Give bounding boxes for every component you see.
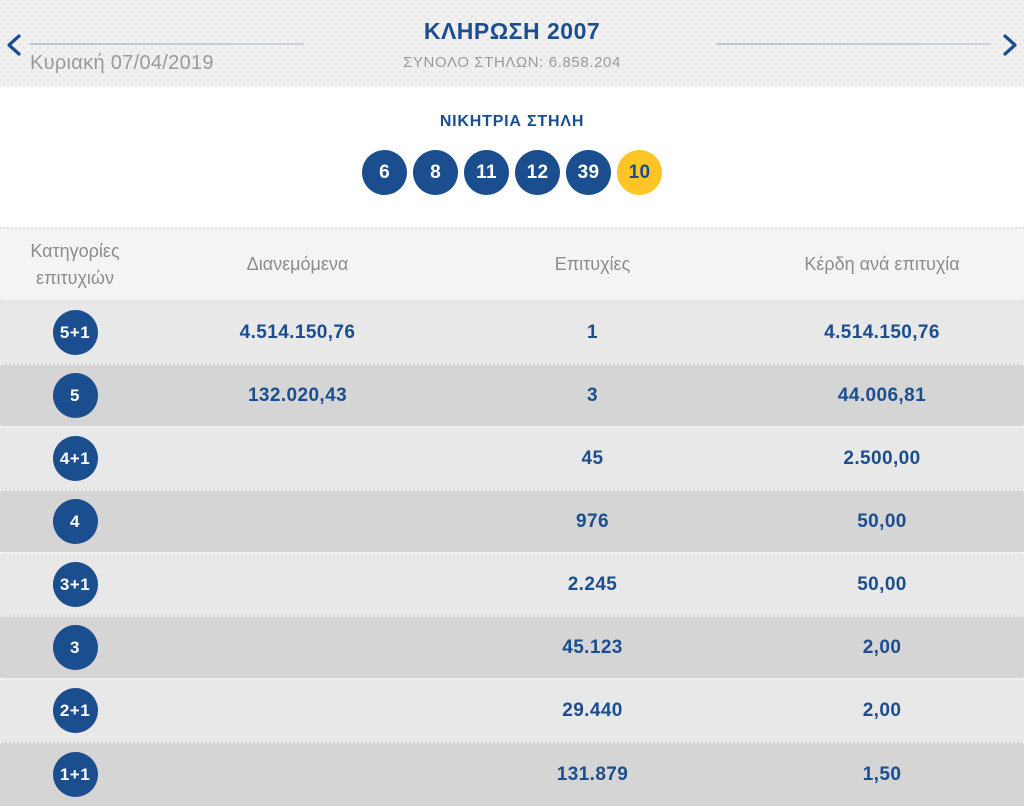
winning-column-title: ΝΙΚΗΤΡΙΑ ΣΤΗΛΗ — [439, 113, 585, 130]
prize-value: 50,00 — [857, 573, 907, 595]
next-draw-button[interactable] — [997, 33, 1023, 61]
prize-table-header: Κατηγορίες επιτυχιών Διανεμόμενα Επιτυχί… — [0, 227, 1024, 300]
distributed-value: 4.514.150,76 — [239, 321, 356, 343]
table-row: 5 132.020,43 3 44.006,81 — [0, 363, 1024, 426]
table-row: 3+1 2.245 50,00 — [0, 552, 1024, 615]
draw-date: Κυριακή 07/04/2019 — [30, 52, 214, 74]
draw-title: ΚΛΗΡΩΣΗ 2007 — [423, 18, 601, 44]
table-row: 3 45.123 2,00 — [0, 615, 1024, 678]
winning-number-ball: 8 — [413, 150, 458, 195]
category-badge: 4+1 — [52, 436, 98, 481]
winners-value: 29.440 — [562, 699, 623, 721]
left-divider-line — [30, 43, 304, 45]
chevron-right-icon — [1002, 33, 1018, 61]
winning-number-ball: 12 — [515, 150, 560, 195]
category-badge: 3 — [52, 625, 98, 670]
table-row: 2+1 29.440 2,00 — [0, 678, 1024, 741]
winners-value: 131.879 — [556, 763, 629, 785]
winners-value: 45.123 — [562, 636, 623, 658]
chevron-left-icon — [6, 33, 22, 61]
column-header-prize: Κέρδη ανά επιτυχία — [804, 254, 960, 275]
column-header-distributed: Διανεμόμενα — [246, 254, 349, 275]
category-badge: 5+1 — [52, 310, 98, 355]
winners-value: 1 — [587, 321, 598, 343]
winning-number-ball: 11 — [464, 150, 509, 195]
winners-value: 2.245 — [567, 573, 618, 595]
winning-number-ball: 6 — [362, 150, 407, 195]
winning-numbers: 6 8 11 12 39 10 — [0, 150, 1024, 195]
category-badge: 1+1 — [52, 752, 98, 797]
table-row: 4 976 50,00 — [0, 489, 1024, 552]
prize-value: 2,00 — [862, 636, 902, 658]
table-row: 1+1 131.879 1,50 — [0, 741, 1024, 806]
category-badge: 5 — [52, 373, 98, 418]
category-badge: 2+1 — [52, 688, 98, 733]
winning-column-section: ΝΙΚΗΤΡΙΑ ΣΤΗΛΗ 6 8 11 12 39 10 — [0, 87, 1024, 227]
category-badge: 3+1 — [52, 562, 98, 607]
bonus-number-ball: 10 — [617, 150, 662, 195]
total-columns-label: ΣΥΝΟΛΟ ΣΤΗΛΩΝ: 6.858.204 — [403, 54, 621, 71]
prize-value: 50,00 — [857, 510, 907, 532]
prize-value: 1,50 — [862, 763, 902, 785]
winners-value: 976 — [576, 510, 609, 532]
column-header-winners: Επιτυχίες — [554, 254, 631, 275]
winners-value: 45 — [581, 447, 604, 469]
right-divider-line — [717, 43, 991, 45]
distributed-value: 132.020,43 — [247, 384, 348, 406]
category-badge: 4 — [52, 499, 98, 544]
prize-value: 2,00 — [862, 699, 902, 721]
previous-draw-button[interactable] — [1, 33, 27, 61]
table-row: 5+1 4.514.150,76 1 4.514.150,76 — [0, 300, 1024, 363]
winners-value: 3 — [587, 384, 598, 406]
prize-value: 2.500,00 — [843, 447, 921, 469]
table-row: 4+1 45 2.500,00 — [0, 426, 1024, 489]
column-header-category: Κατηγορίες επιτυχιών — [30, 241, 120, 288]
prize-value: 4.514.150,76 — [824, 321, 940, 343]
prize-value: 44.006,81 — [837, 384, 927, 406]
draw-header: Κυριακή 07/04/2019 ΚΛΗΡΩΣΗ 2007 ΣΥΝΟΛΟ Σ… — [0, 0, 1024, 87]
winning-number-ball: 39 — [566, 150, 611, 195]
